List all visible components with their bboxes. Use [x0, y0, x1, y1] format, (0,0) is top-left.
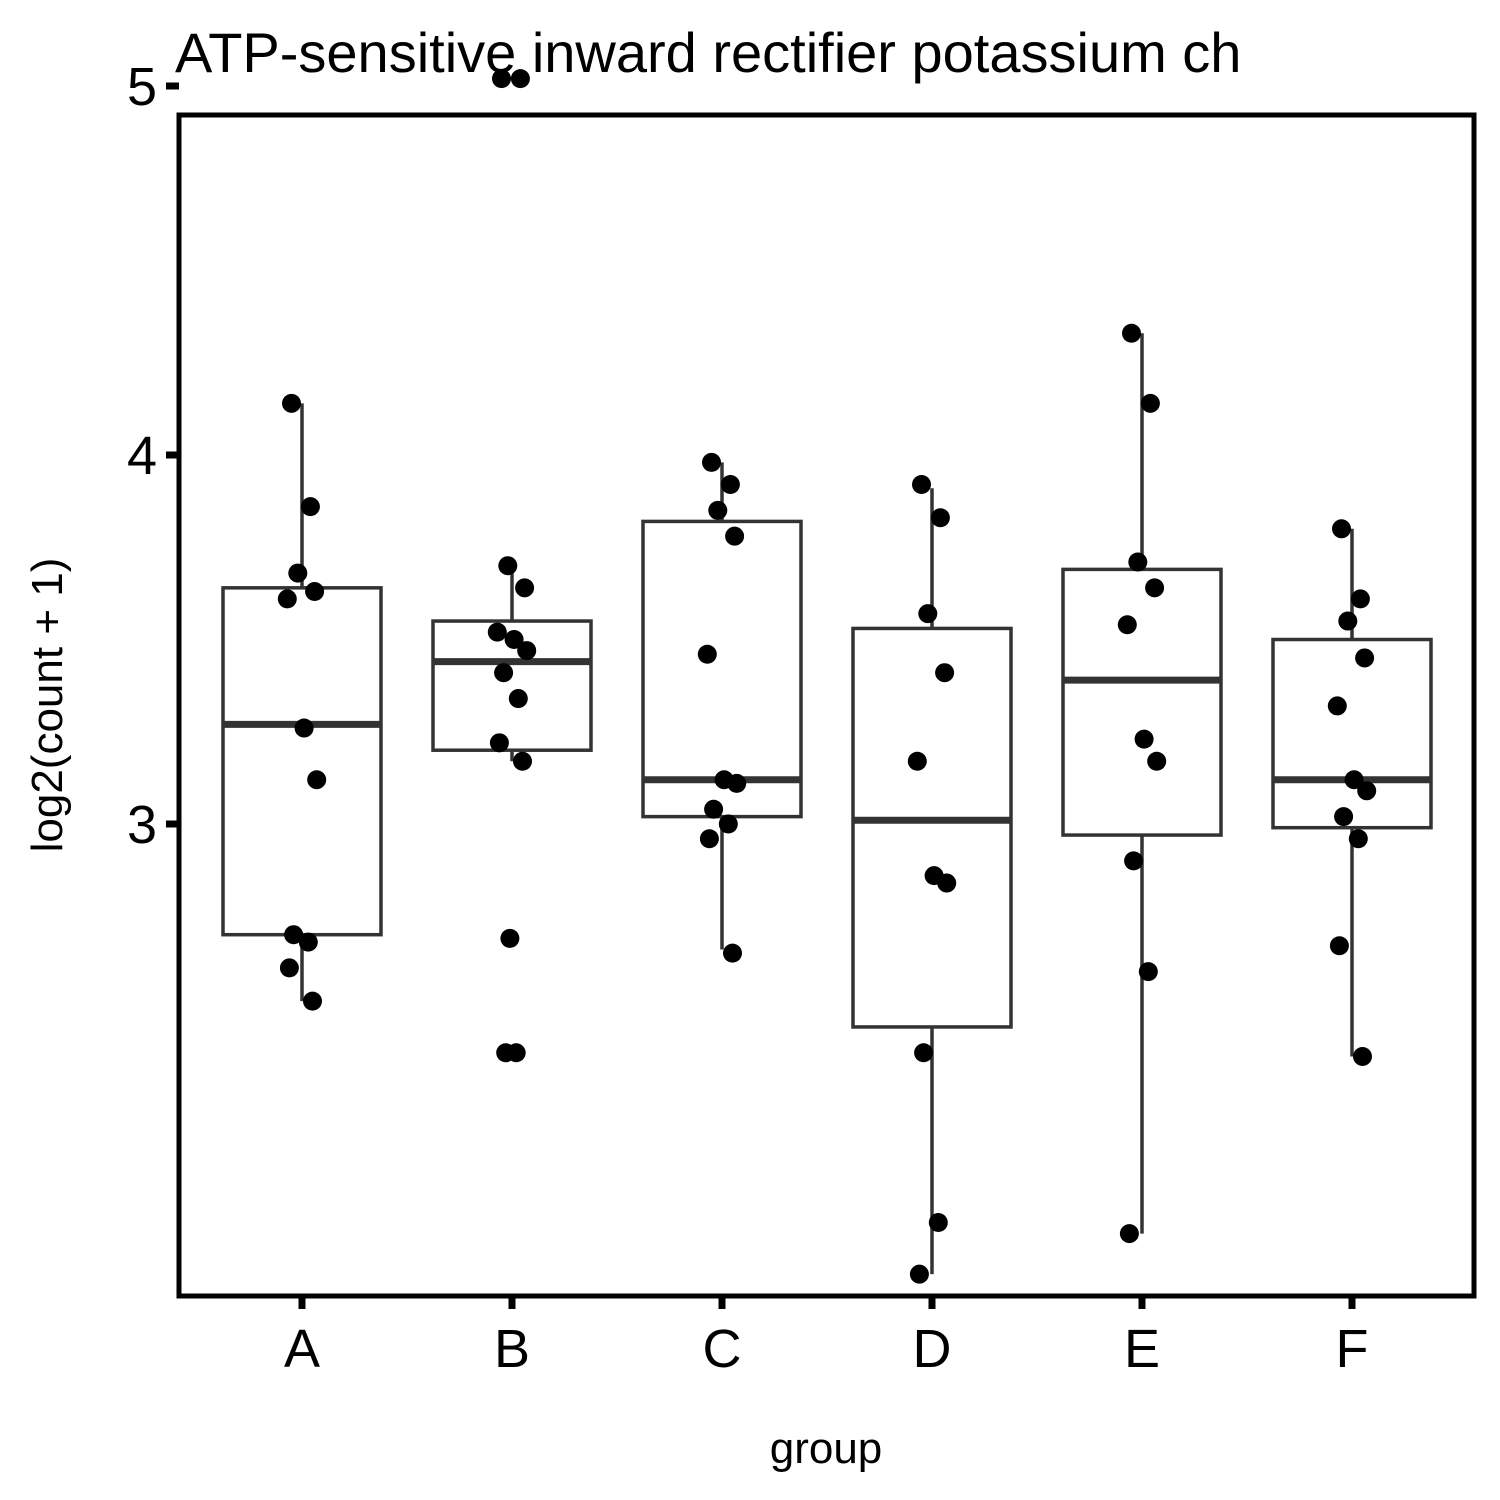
box-C	[641, 519, 803, 819]
data-point	[1338, 611, 1358, 631]
data-point	[1357, 781, 1377, 801]
data-point	[1350, 589, 1370, 609]
x-tick-label: A	[284, 1319, 320, 1379]
data-point	[930, 508, 950, 528]
data-point	[298, 932, 318, 952]
y-tick-label: 3	[127, 795, 157, 855]
data-point	[277, 589, 297, 609]
data-point	[1348, 829, 1368, 849]
data-point	[487, 622, 507, 642]
x-tick-label: D	[913, 1319, 952, 1379]
data-point	[702, 452, 721, 472]
data-point	[1355, 648, 1375, 668]
data-point	[912, 475, 931, 495]
data-point	[303, 991, 322, 1011]
data-point	[1117, 615, 1137, 635]
x-axis: A B C D E F	[284, 1296, 1369, 1379]
data-point	[500, 928, 520, 948]
box-D	[851, 626, 1013, 1029]
data-point	[1134, 729, 1154, 749]
boxes-layer	[221, 333, 1433, 1275]
data-point	[498, 556, 518, 576]
y-axis: 3 4 5	[127, 57, 179, 855]
data-point	[1353, 1046, 1372, 1066]
data-point	[508, 689, 528, 709]
data-point	[907, 751, 927, 771]
data-point	[720, 475, 740, 495]
y-axis-title: log2(count + 1)	[23, 558, 72, 853]
data-point	[1344, 770, 1364, 790]
x-tick-label: C	[703, 1319, 742, 1379]
data-point	[492, 69, 511, 89]
data-point	[279, 958, 299, 978]
data-point	[294, 718, 314, 738]
data-point	[723, 943, 742, 963]
plot-panel	[176, 112, 1477, 1299]
data-point	[708, 500, 728, 520]
data-point	[517, 641, 537, 661]
data-point	[504, 630, 524, 649]
data-point	[1128, 552, 1148, 572]
data-point	[513, 751, 532, 771]
data-point	[284, 925, 304, 945]
data-point	[305, 582, 325, 602]
data-point	[1122, 323, 1141, 343]
x-axis-title: group	[770, 1424, 883, 1473]
data-point	[928, 1213, 948, 1233]
data-point	[725, 526, 745, 546]
chart-title: ATP-sensitive inward rectifier potassium…	[175, 21, 1241, 84]
data-point	[1147, 751, 1167, 771]
data-point	[496, 1043, 516, 1063]
data-point	[727, 773, 747, 793]
data-point	[937, 873, 957, 893]
data-point	[494, 663, 514, 683]
data-point	[307, 770, 327, 790]
points-layer	[277, 69, 1377, 1284]
data-point	[1327, 696, 1347, 716]
data-point	[489, 733, 509, 753]
data-point	[909, 1264, 929, 1284]
data-point	[515, 578, 535, 598]
data-point	[1329, 936, 1349, 956]
data-point	[718, 814, 738, 834]
data-point	[282, 393, 301, 413]
x-tick-label: F	[1336, 1319, 1369, 1379]
box-E	[1061, 567, 1223, 837]
data-point	[699, 829, 719, 849]
box-F	[1271, 637, 1433, 830]
data-point	[935, 663, 955, 683]
x-tick-label: E	[1124, 1319, 1160, 1379]
data-point	[300, 497, 320, 517]
data-point	[1138, 962, 1158, 982]
data-point	[697, 644, 717, 664]
box-B	[431, 619, 593, 752]
data-point	[918, 604, 938, 624]
data-point	[510, 69, 530, 89]
data-point	[704, 799, 724, 819]
y-tick-label: 4	[127, 426, 157, 486]
data-point	[1145, 578, 1165, 598]
data-point	[1334, 807, 1354, 827]
y-tick-label: 5	[127, 57, 157, 117]
x-tick-label: B	[494, 1319, 530, 1379]
data-point	[1124, 851, 1144, 871]
data-point	[1140, 393, 1160, 413]
data-point	[1119, 1224, 1139, 1244]
data-point	[1332, 519, 1351, 539]
data-point	[914, 1043, 934, 1063]
data-point	[288, 563, 308, 583]
box-A	[221, 586, 383, 937]
